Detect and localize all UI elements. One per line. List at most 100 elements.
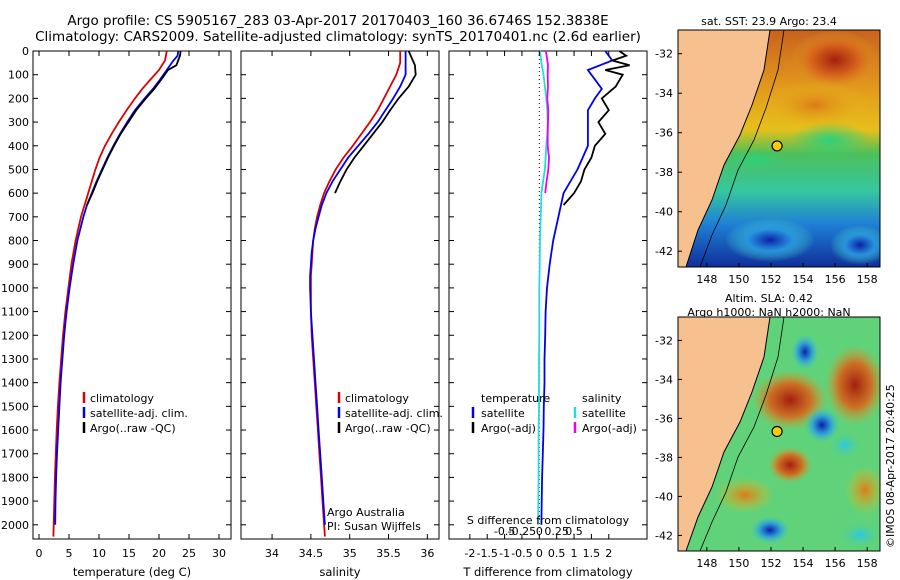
temperature-series-line-2 [86, 50, 182, 206]
depth-tick-label: 1300 [1, 353, 29, 366]
sst-cold-pool-east [830, 225, 880, 265]
depth-tick-label: 1900 [1, 495, 29, 508]
sst-isobath [699, 30, 785, 267]
temperature-legend-satellite: satellite-adj. clim. [90, 407, 188, 420]
sla-map-title: Altim. SLA: 0.42 [725, 292, 813, 305]
temperature-x-tick-label: 25 [182, 547, 196, 560]
difference-salinity-tick-label: 0.5 [565, 525, 583, 538]
temperature-series-layer [52, 50, 182, 537]
sst-map-lon-tick-label: 152 [760, 273, 781, 286]
sst-map-lat-ticks: -32 -34 -36 -38 -40 -42 [655, 48, 682, 258]
sla-map-lat-ticks: -32 -34 -36 -38 -40 -42 [655, 334, 682, 542]
salinity-x-tick-label: 35.5 [376, 547, 401, 560]
difference-salinity-tick-label: 0 [536, 525, 543, 538]
depth-tick-label: 1800 [1, 471, 29, 484]
temperature-legend-climatology: climatology [90, 392, 154, 405]
sst-map-lat-tick-label: -38 [655, 166, 673, 179]
salinity-x-tick-label: 34.5 [299, 547, 324, 560]
salinity-depth-ticks [241, 50, 439, 526]
sla-map-lon-tick-label: 150 [728, 557, 749, 570]
difference-legend-t-argo: Argo(-adj) [481, 422, 536, 435]
sla-isobath [699, 317, 785, 551]
difference-x-tick-label: -1.5 [476, 547, 497, 560]
sla-map-lon-ticks: 148 150 152 154 156 158 [696, 547, 878, 570]
sla-map-lat-tick-label: -38 [655, 451, 673, 464]
sst-map-lat-tick-label: -32 [655, 48, 673, 61]
sst-map-title: sat. SST: 23.9 Argo: 23.4 [701, 15, 837, 28]
sla-low-south [750, 516, 790, 544]
depth-tick-label: 1100 [1, 306, 29, 319]
temperature-x-tick-label: 20 [152, 547, 166, 560]
depth-tick-label: 600 [8, 187, 29, 200]
depth-tick-label: 1500 [1, 400, 29, 413]
salinity-panel: 34 34.5 35 35.5 36 salinity climatology sate… [240, 50, 443, 579]
salinity-axes-frame [240, 50, 440, 540]
sla-map-lat-tick-label: -40 [655, 490, 673, 503]
difference-x-tick-label: 1.5 [583, 547, 601, 560]
difference-legend-header-salinity: salinity [582, 392, 622, 405]
difference-x-ticks: -2 -1.5 -1 -0.5 0 0.5 1 1.5 2 [464, 51, 612, 560]
sst-map-lon-ticks: 148 150 152 154 156 158 [696, 263, 878, 286]
salinity-series-layer [309, 50, 417, 537]
depth-tick-label: 500 [8, 163, 29, 176]
temperature-x-label: temperature (deg C) [73, 565, 191, 579]
sla-map-lat-tick-label: -42 [655, 529, 673, 542]
depth-tick-label: 300 [8, 116, 29, 129]
depth-tick-label: 400 [8, 140, 29, 153]
sla-mid-high-east [845, 465, 880, 515]
difference-legend-s-satellite: satellite [582, 407, 626, 420]
sla-cyan-patch-south [838, 521, 880, 549]
temperature-x-tick-label: 5 [66, 547, 73, 560]
salinity-series-line-1 [309, 51, 407, 525]
difference-x-tick-label: -0.5 [511, 547, 532, 560]
depth-tick-label: 100 [8, 69, 29, 82]
sla-map-lon-tick-label: 148 [696, 557, 717, 570]
temperature-series-line-0 [52, 50, 168, 537]
difference-series-line-0 [540, 50, 614, 525]
temperature-panel: 0 5 10 15 20 25 30 0 100 200 300 400 500 600 700 800 90… [1, 45, 232, 579]
sst-map-lat-tick-label: -42 [655, 245, 673, 258]
sst-map-lat-tick-label: -40 [655, 206, 673, 219]
difference-legend: temperature salinity satellite Argo(-adj… [471, 392, 637, 435]
sla-high-south [768, 447, 812, 483]
temperature-x-tick-label: 0 [36, 547, 43, 560]
sla-low-centre [804, 407, 840, 443]
sst-cold-pool [725, 218, 815, 262]
temperature-depth-ticks: 0 100 200 300 400 500 600 700 800 900 1000 1100 1200… [1, 45, 231, 532]
difference-salinity-tick-label: -0.25 [508, 525, 536, 538]
difference-series-layer [537, 50, 630, 525]
depth-tick-label: 1600 [1, 424, 29, 437]
sla-low-north [791, 334, 819, 370]
depth-tick-label: 1200 [1, 329, 29, 342]
sst-map-lon-tick-label: 154 [793, 273, 814, 286]
header-line-1: Argo profile: CS 5905167_283 03-Apr-2017… [67, 13, 608, 29]
temperature-x-tick-label: 30 [212, 547, 226, 560]
salinity-legend-climatology: climatology [345, 392, 409, 405]
sst-map-lon-tick-label: 150 [728, 273, 749, 286]
sst-map-lon-tick-label: 158 [857, 273, 878, 286]
difference-x-label: T difference from climatology [462, 565, 633, 579]
difference-legend-header-temperature: temperature [481, 392, 550, 405]
difference-x-tick-label: 0 [536, 547, 543, 560]
temperature-legend-argo: Argo(..raw -QC) [90, 422, 176, 435]
sst-map-lat-tick-label: -34 [655, 87, 673, 100]
difference-salinity-tick-label: 0.25 [544, 525, 569, 538]
sla-argo-position-marker [771, 425, 783, 438]
difference-legend-t-satellite: satellite [481, 407, 525, 420]
salinity-annotation-pi: PI: Susan Wijffels [327, 520, 421, 533]
temperature-x-ticks: 0 5 10 15 20 25 30 [36, 51, 226, 560]
difference-x-tick-label: 1 [571, 547, 578, 560]
difference-x-tick-label: -2 [464, 547, 475, 560]
salinity-legend: climatology satellite-adj. clim. Argo(..… [337, 392, 443, 435]
depth-tick-label: 800 [8, 235, 29, 248]
temperature-x-tick-label: 10 [92, 547, 106, 560]
salinity-x-tick-label: 34 [265, 547, 279, 560]
salinity-annotation-institution: Argo Australia [327, 506, 405, 519]
sst-coastline [685, 30, 771, 267]
header-line-2: Climatology: CARS2009. Satellite-adjuste… [35, 29, 641, 45]
difference-legend-s-argo: Argo(-adj) [582, 422, 637, 435]
sst-argo-position-marker [771, 140, 783, 152]
sla-high-east [825, 345, 880, 425]
salinity-x-ticks: 34 34.5 35 35.5 36 [265, 51, 434, 560]
